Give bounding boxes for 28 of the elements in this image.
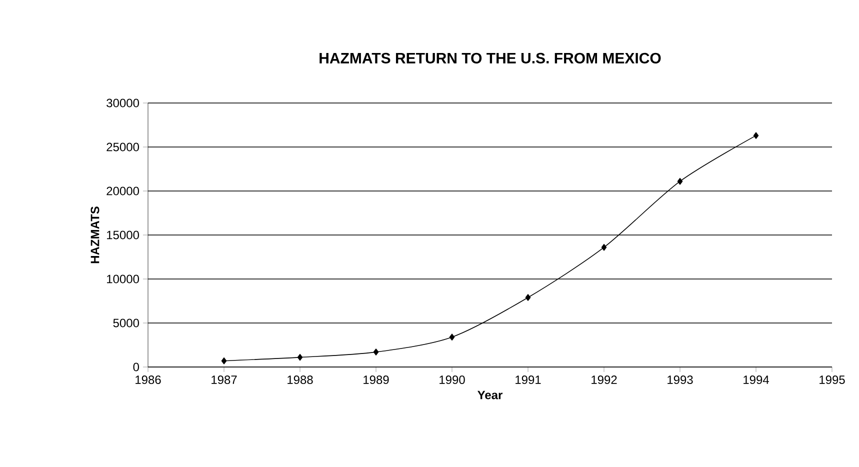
- x-tick-label: 1995: [820, 376, 845, 384]
- y-tick-label: 30000: [106, 98, 140, 108]
- point: [525, 294, 531, 301]
- x-tick-label: 1993: [668, 376, 693, 384]
- point: [373, 348, 379, 356]
- point: [297, 354, 303, 361]
- point: [221, 357, 227, 364]
- x-tick-label: 1991: [516, 376, 541, 384]
- point: [449, 334, 455, 340]
- y-tick-label: 20000: [106, 186, 140, 196]
- y-tick-label: 0: [133, 362, 140, 372]
- point: [601, 244, 607, 251]
- x-axis-title: Year: [478, 390, 502, 400]
- x-tick-label: 1988: [288, 376, 313, 384]
- y-axis-title: HAZMATS: [90, 206, 100, 264]
- y-tick-label: 10000: [107, 274, 140, 284]
- point: [677, 178, 683, 185]
- x-tick-label: 1990: [440, 376, 465, 384]
- y-tick-label: 15000: [107, 230, 140, 240]
- x-tick-label: 1994: [744, 376, 769, 384]
- x-tick-label: 1992: [592, 376, 617, 384]
- y-tick-label: 25000: [106, 142, 140, 152]
- x-tick-label: 1987: [212, 376, 237, 384]
- y-tick-label: 5000: [113, 318, 140, 328]
- chart-title: HAZMATS RETURN TO THE U.S. FROM MEXICO: [320, 52, 661, 64]
- x-tick-label: 1986: [136, 376, 161, 384]
- point: [753, 132, 759, 139]
- x-tick-label: 1989: [364, 376, 389, 384]
